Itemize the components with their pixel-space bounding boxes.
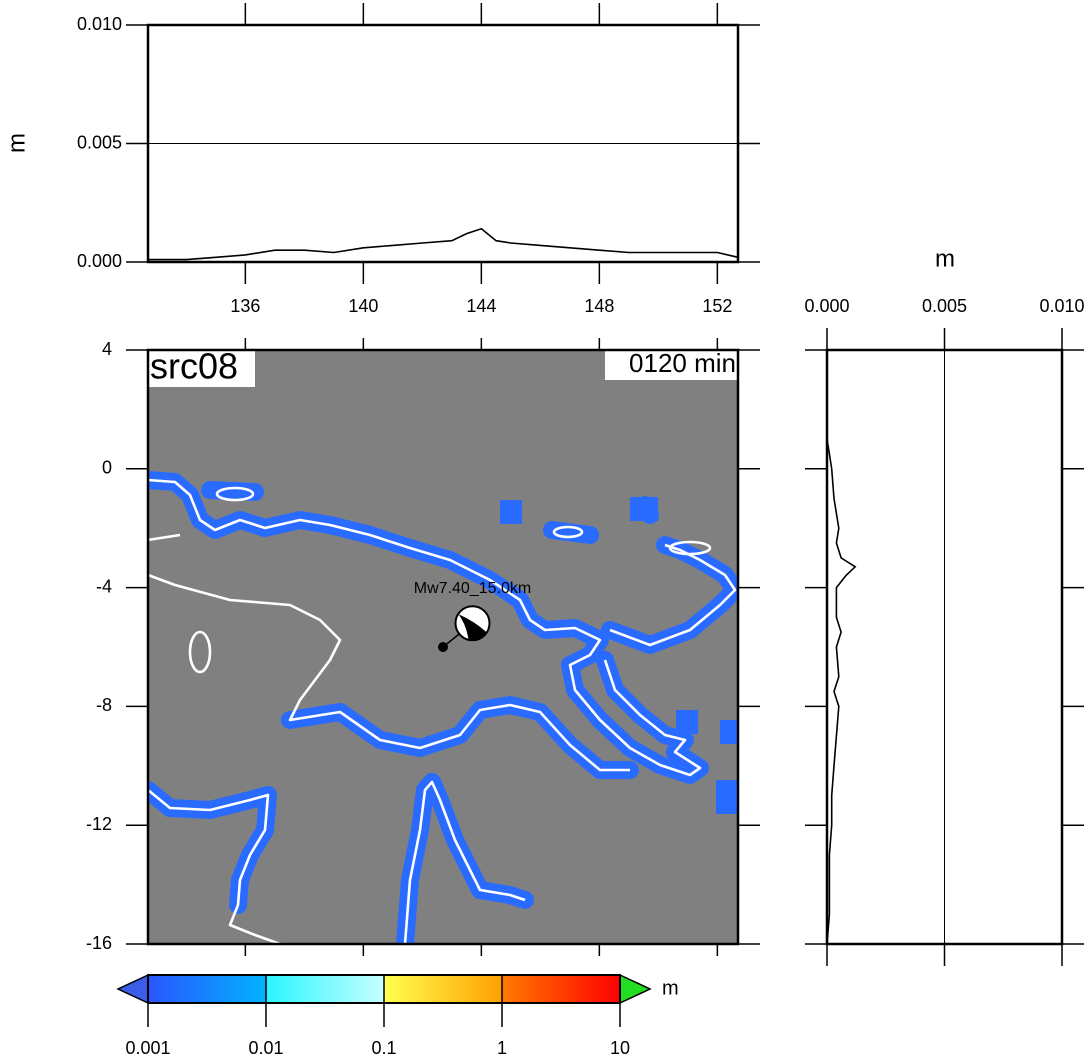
colorbar-tick-label: 10: [610, 1038, 630, 1058]
colorbar-tick-label: 0.01: [248, 1038, 283, 1058]
x-tick-label: 140: [348, 296, 378, 316]
event-label: Mw7.40_15.0km: [414, 580, 531, 597]
colorbar-segment: [384, 975, 503, 1003]
colorbar-segment: [266, 975, 385, 1003]
y-tick-label: 0.005: [77, 132, 122, 152]
y-tick-label: 0: [102, 458, 112, 478]
profile-line: [148, 227, 739, 261]
x-axis-label: m: [935, 245, 955, 272]
colorbar-tick-label: 0.001: [125, 1038, 170, 1058]
x-tick-label: 148: [584, 296, 614, 316]
colorbar-segment: [148, 975, 267, 1003]
y-tick-label: -16: [86, 933, 112, 953]
title-box: [148, 350, 255, 387]
time-annotation: 0120 min: [629, 348, 736, 378]
y-tick-label: 0.000: [77, 251, 122, 271]
colorbar-tick-label: 0.1: [371, 1038, 396, 1058]
wave-patch: [500, 497, 738, 814]
y-tick-label: 0.010: [77, 14, 122, 34]
x-tick-label: 136: [230, 296, 260, 316]
colorbar-label: m: [662, 977, 679, 999]
colorbar-segment: [502, 975, 621, 1003]
y-tick-label: 4: [102, 339, 112, 359]
epicenter: [438, 642, 448, 652]
y-tick-label: -4: [96, 576, 112, 596]
x-tick-label: 0.000: [804, 296, 849, 316]
frame: [825, 348, 1064, 946]
x-tick-label: 152: [702, 296, 732, 316]
map-title: src08: [150, 346, 238, 387]
colorbar-tick-label: 1: [497, 1038, 507, 1058]
y-axis-label: m: [3, 133, 30, 153]
annotation-box: [605, 350, 738, 380]
coastline: [148, 478, 737, 944]
x-tick-label: 0.010: [1039, 296, 1084, 316]
colorbar-under: [116, 973, 149, 1005]
x-tick-label: 0.005: [922, 296, 967, 316]
frame: [146, 23, 740, 264]
profile-line: [826, 350, 857, 945]
beachball-compression: [458, 614, 487, 641]
y-tick-label: -8: [96, 695, 112, 715]
y-tick-label: -12: [86, 814, 112, 834]
x-tick-label: 144: [466, 296, 496, 316]
frame: [146, 348, 740, 946]
map-layers: [148, 471, 738, 944]
colorbar-over: [619, 973, 652, 1005]
